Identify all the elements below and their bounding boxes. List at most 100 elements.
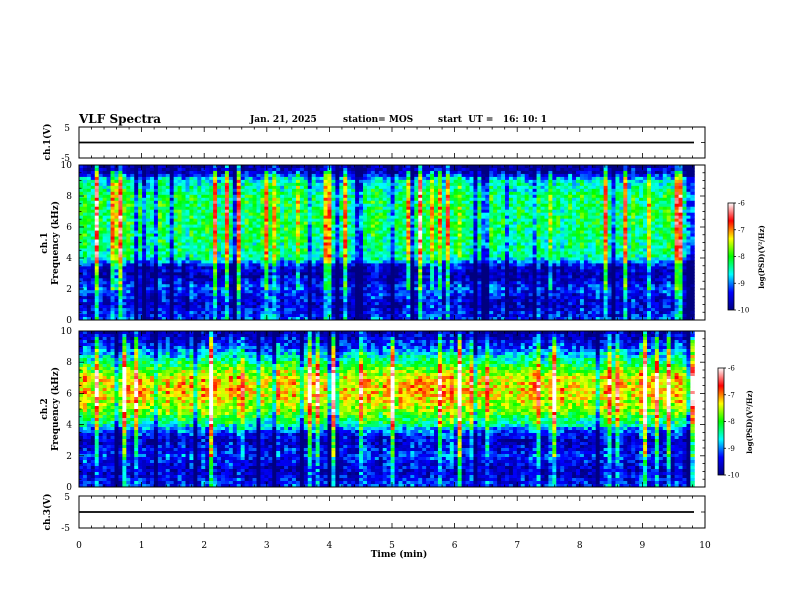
spectrogram-cell: [244, 251, 250, 255]
spectrogram-cell: [205, 287, 210, 291]
spectrogram-cell: [110, 206, 115, 211]
spectrogram-cell: [422, 311, 427, 315]
spectrogram-cell: [351, 293, 356, 297]
spectrogram-cell: [102, 308, 108, 312]
spectrogram-cell: [185, 257, 190, 261]
spectrogram-cell: [142, 233, 147, 237]
ch1-waveform-ylabel: ch.1(V): [42, 124, 53, 161]
spectrogram-cell: [280, 302, 285, 306]
spectrogram-cell: [292, 197, 297, 202]
spectrogram-cell: [181, 233, 186, 237]
spectrogram-cell: [126, 305, 131, 309]
spectrogram-cell: [414, 257, 419, 261]
spectrogram-cell: [410, 218, 415, 223]
spectrogram-cell: [434, 296, 439, 300]
spectrogram-cell: [398, 239, 403, 243]
spectrogram-cell: [189, 251, 194, 255]
spectrogram-cell: [347, 290, 352, 294]
spectrogram-cell: [82, 227, 88, 231]
spectrogram-cell: [102, 266, 108, 270]
spectrogram-cell: [197, 230, 202, 234]
spectrogram-cell: [130, 242, 135, 246]
spectrogram-cell: [406, 308, 411, 312]
spectrogram-cell: [110, 269, 115, 273]
spectrogram-cell: [177, 296, 182, 300]
spectrogram-cell: [146, 257, 151, 261]
spectrogram-cell: [272, 191, 277, 196]
spectrogram-cell: [205, 179, 210, 184]
spectrogram-cell: [418, 257, 423, 261]
spectrogram-cell: [378, 209, 384, 214]
spectrogram-cell: [189, 200, 194, 205]
spectrogram-cell: [351, 269, 356, 273]
spectrogram-cell: [114, 230, 119, 234]
spectrogram-cell: [150, 203, 155, 208]
spectrogram-cell: [351, 248, 356, 252]
spectrogram-cell: [193, 311, 198, 315]
spectrogram-cell: [122, 269, 127, 273]
spectrogram-cell: [335, 224, 340, 228]
spectrogram-cell: [335, 212, 340, 217]
spectrogram-cell: [351, 299, 356, 303]
spectrogram-cell: [240, 281, 246, 285]
spectrogram-cell: [272, 281, 277, 285]
spectrogram-cell: [209, 167, 214, 172]
spectrogram-cell: [153, 218, 159, 223]
spectrogram-cell: [319, 284, 324, 288]
spectrogram-cell: [189, 167, 194, 172]
spectrogram-cell: [157, 167, 163, 172]
spectrogram-cell: [414, 287, 419, 291]
spectrogram-cell: [311, 230, 317, 234]
spectrogram-cell: [363, 165, 368, 169]
spectrogram-cell: [236, 245, 242, 249]
spectrogram-cell: [363, 182, 368, 187]
spectrogram-cell: [248, 269, 253, 273]
spectrogram-cell: [228, 224, 234, 228]
spectrogram-cell: [292, 311, 297, 315]
spectrogram-cell: [374, 272, 380, 276]
spectrogram-cell: [150, 266, 155, 270]
spectrogram-cell: [213, 165, 218, 169]
spectrogram-cell: [165, 206, 171, 211]
spectrogram-cell: [221, 269, 226, 273]
spectrogram-cell: [146, 296, 151, 300]
spectrogram-cell: [402, 266, 407, 270]
spectrogram-cell: [430, 215, 435, 220]
spectrogram-cell: [323, 200, 328, 205]
spectrogram-cell: [311, 293, 317, 297]
spectrogram-cell: [169, 314, 175, 318]
spectrogram-cell: [422, 197, 427, 202]
spectrogram-cell: [272, 230, 277, 234]
spectrogram-cell: [248, 293, 253, 297]
spectrogram-cell: [323, 302, 328, 306]
spectrogram-cell: [343, 311, 348, 315]
spectrogram-cell: [366, 296, 372, 300]
spectrogram-cell: [126, 299, 131, 303]
spectrogram-cell: [256, 230, 261, 234]
spectrogram-cell: [366, 173, 372, 178]
spectrogram-cell: [153, 278, 159, 282]
spectrogram-cell: [276, 197, 281, 202]
spectrogram-cell: [437, 203, 443, 208]
spectrogram-cell: [434, 218, 439, 223]
spectrogram-cell: [394, 224, 399, 228]
spectrogram-cell: [82, 296, 88, 300]
spectrogram-cell: [430, 260, 435, 264]
spectrogram-cell: [406, 245, 411, 249]
spectrogram-cell: [98, 302, 104, 306]
spectrogram-cell: [430, 302, 435, 306]
spectrogram-cell: [295, 299, 301, 303]
spectrogram-cell: [437, 233, 443, 237]
spectrogram-cell: [90, 176, 96, 181]
spectrogram-cell: [445, 248, 451, 252]
spectrogram-cell: [79, 176, 84, 181]
spectrogram-cell: [177, 206, 182, 211]
spectrogram-cell: [323, 209, 328, 214]
spectrogram-cell: [217, 260, 222, 264]
spectrogram-cell: [382, 311, 388, 315]
spectrogram-cell: [295, 242, 301, 246]
spectrogram-cell: [292, 281, 297, 285]
spectrogram-cell: [181, 263, 186, 267]
spectrogram-cell: [205, 167, 210, 172]
spectrogram-cell: [244, 257, 250, 261]
